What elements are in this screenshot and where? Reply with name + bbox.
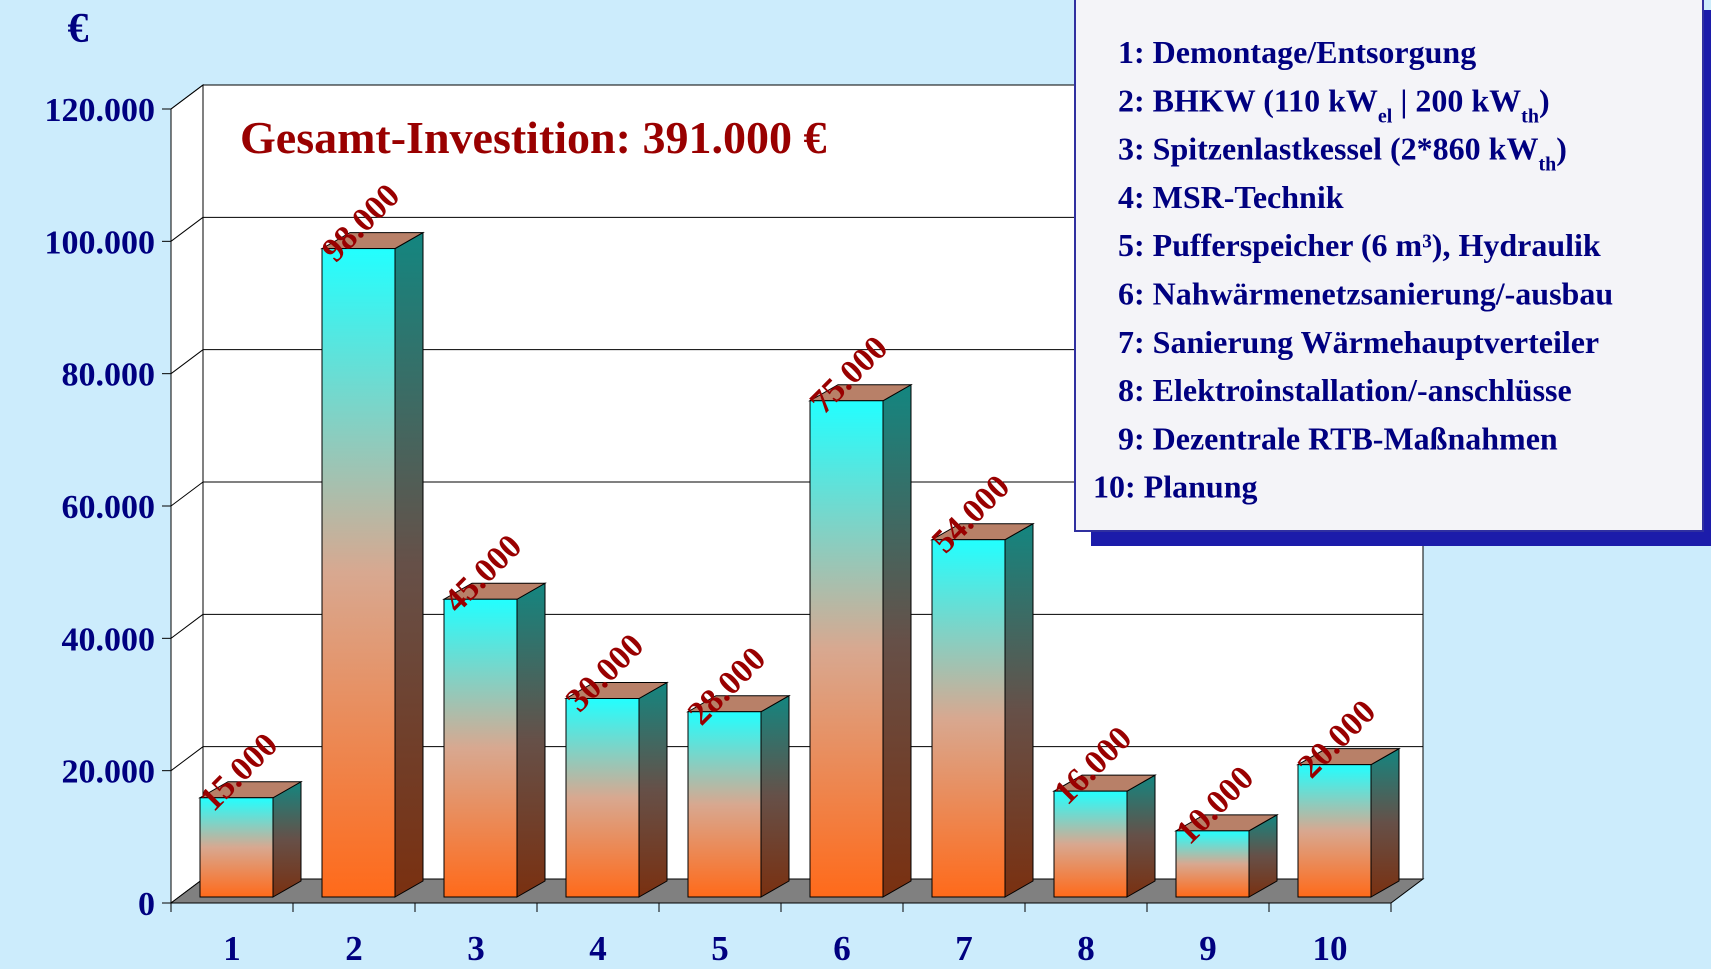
y-tick-label: 80.000 bbox=[62, 357, 156, 394]
legend-text: 8: Elektroinstallation/-anschlüsse bbox=[1118, 372, 1572, 408]
x-tick-label: 1 bbox=[223, 929, 241, 964]
annotation: Gesamt-Investition: 391.000 € bbox=[240, 112, 826, 163]
legend-text: 7: Sanierung Wärmehauptverteiler bbox=[1118, 324, 1599, 360]
bar-side bbox=[882, 383, 912, 898]
bar bbox=[565, 698, 640, 898]
legend-item: 8: Elektroinstallation/-anschlüsse bbox=[1118, 372, 1572, 408]
bar-side bbox=[516, 582, 546, 898]
y-tick-label: 20.000 bbox=[62, 754, 156, 791]
x-tick-label: 2 bbox=[345, 929, 363, 964]
x-tick-label: 3 bbox=[467, 929, 485, 964]
bar bbox=[1175, 830, 1250, 898]
chart-title: € bbox=[68, 6, 89, 52]
y-tick-label: 60.000 bbox=[62, 489, 156, 526]
bar bbox=[1297, 764, 1372, 898]
bar bbox=[1053, 790, 1128, 898]
legend-item: 3: Spitzenlastkessel (2*860 kWth) bbox=[1118, 131, 1567, 176]
legend-item: 7: Sanierung Wärmehauptverteiler bbox=[1118, 324, 1599, 360]
grid-line bbox=[170, 746, 204, 772]
legend-box bbox=[1074, 0, 1704, 532]
legend-item: 10: Planung bbox=[1093, 469, 1257, 505]
legend-item: 9: Dezentrale RTB-Maßnahmen bbox=[1118, 420, 1558, 456]
legend-text: 3: Spitzenlastkessel (2*860 kW bbox=[1118, 131, 1538, 167]
bar-side bbox=[1126, 774, 1156, 898]
legend-text: 10: Planung bbox=[1093, 469, 1257, 505]
legend-text: ) bbox=[1539, 82, 1550, 118]
grid-line bbox=[170, 613, 204, 639]
legend-text: 6: Nahwärmenetzsanierung/-ausbau bbox=[1118, 276, 1613, 312]
grid-line bbox=[170, 481, 204, 507]
legend-item: 2: BHKW (110 kWel | 200 kWth) bbox=[1118, 82, 1550, 127]
legend-item: 5: Pufferspeicher (6 m³), Hydraulik bbox=[1118, 227, 1601, 263]
x-tick-label: 7 bbox=[955, 929, 973, 964]
x-tick-label: 4 bbox=[589, 929, 607, 964]
bar bbox=[687, 711, 762, 898]
bar-side bbox=[272, 780, 302, 898]
x-tick-label: 10 bbox=[1313, 929, 1348, 964]
x-tick-label: 9 bbox=[1199, 929, 1217, 964]
legend-item: 4: MSR-Technik bbox=[1118, 179, 1344, 215]
y-tick-label: 120.000 bbox=[45, 92, 156, 129]
legend-text: 5: Pufferspeicher (6 m³), Hydraulik bbox=[1118, 227, 1601, 263]
bar bbox=[321, 248, 396, 898]
bar-side bbox=[638, 681, 668, 898]
bar-side bbox=[760, 694, 790, 898]
legend-item: 6: Nahwärmenetzsanierung/-ausbau bbox=[1118, 276, 1613, 312]
x-tick-label: 8 bbox=[1077, 929, 1095, 964]
grid-line bbox=[170, 216, 204, 242]
legend-text: 1: Demontage/Entsorgung bbox=[1118, 34, 1476, 70]
legend-text: 2: BHKW (110 kW bbox=[1118, 82, 1378, 118]
legend-subscript: th bbox=[1521, 105, 1539, 127]
bar-side bbox=[1370, 747, 1400, 898]
bar bbox=[443, 598, 518, 898]
legend-text: ) bbox=[1556, 131, 1567, 167]
bar bbox=[931, 539, 1006, 898]
legend-text: | 200 kW bbox=[1392, 82, 1521, 118]
y-tick-label: 40.000 bbox=[62, 621, 156, 658]
bar bbox=[199, 797, 274, 898]
legend-text: 4: MSR-Technik bbox=[1118, 179, 1344, 215]
legend-subscript: el bbox=[1378, 105, 1393, 127]
x-tick-label: 6 bbox=[833, 929, 851, 964]
y-tick-label: 0 bbox=[138, 886, 155, 923]
x-tick-label: 5 bbox=[711, 929, 729, 964]
legend-text: 9: Dezentrale RTB-Maßnahmen bbox=[1118, 420, 1558, 456]
bar bbox=[809, 400, 884, 898]
y-tick-label: 100.000 bbox=[45, 224, 156, 261]
legend-item: 1: Demontage/Entsorgung bbox=[1118, 34, 1476, 70]
grid-line bbox=[170, 84, 204, 110]
legend-subscript: th bbox=[1538, 154, 1556, 176]
bar-side bbox=[1004, 522, 1034, 898]
bar-side bbox=[394, 231, 424, 898]
grid-line bbox=[170, 349, 204, 375]
